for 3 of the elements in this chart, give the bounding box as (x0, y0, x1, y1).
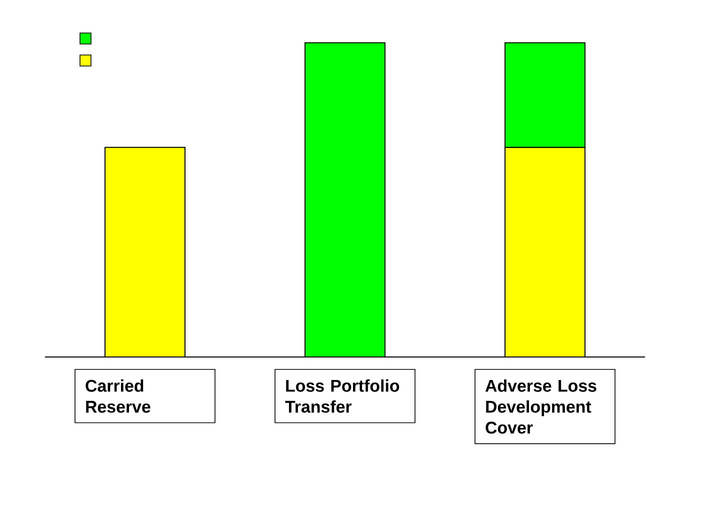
x-tick-label: Carried Reserve (86, 379, 150, 413)
x-tick-label: Loss Portfolio Transfer (285, 379, 400, 413)
x-tick-label: Adverse Loss Development Cover (485, 379, 596, 434)
